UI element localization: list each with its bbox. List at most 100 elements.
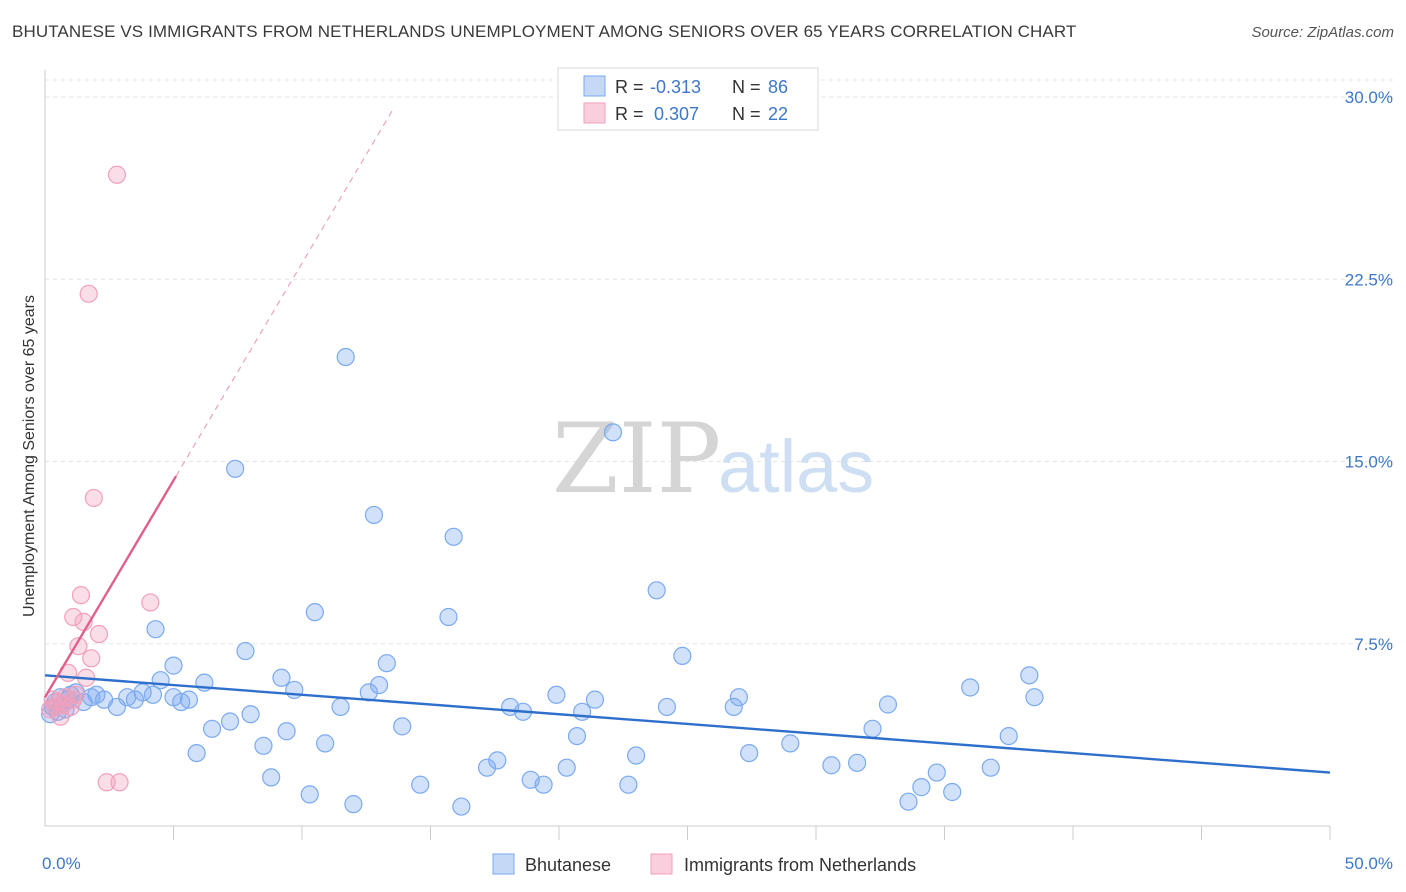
bhutanese-point bbox=[305, 603, 324, 622]
netherlands-point bbox=[97, 773, 116, 792]
bhutanese-trend-line bbox=[44, 674, 1331, 774]
bhutanese-point bbox=[164, 656, 183, 675]
legend-r-value-2: 0.307 bbox=[654, 104, 699, 124]
bhutanese-point bbox=[202, 719, 222, 738]
bhutanese-point bbox=[647, 581, 666, 600]
bhutanese-point bbox=[822, 756, 841, 775]
legend-swatch-netherlands bbox=[583, 102, 606, 124]
bhutanese-point bbox=[377, 654, 396, 673]
chart-title: BHUTANESE VS IMMIGRANTS FROM NETHERLANDS… bbox=[12, 22, 1077, 41]
y-tick-label-1: 15.0% bbox=[1345, 453, 1393, 472]
x-ticks: 0.0% 50.0% bbox=[42, 826, 1393, 873]
bhutanese-point bbox=[236, 641, 255, 661]
bhutanese-point bbox=[547, 685, 566, 704]
x-tick-label-0: 0.0% bbox=[42, 854, 81, 873]
legend-r-label-2: R = bbox=[615, 104, 644, 124]
netherlands-point bbox=[64, 690, 83, 709]
netherlands-point bbox=[66, 685, 85, 704]
netherlands-point bbox=[69, 637, 88, 656]
bhutanese-point bbox=[241, 705, 260, 724]
bhutanese-point bbox=[863, 719, 882, 738]
bhutanese-point bbox=[1020, 666, 1039, 685]
bhutanese-point bbox=[285, 680, 304, 700]
legend-n-value-1: 86 bbox=[768, 77, 788, 97]
legend-r-value-1: -0.313 bbox=[650, 77, 701, 97]
bhutanese-point bbox=[452, 797, 471, 816]
netherlands-point bbox=[82, 649, 101, 668]
bhutanese-point bbox=[981, 758, 1000, 777]
bhutanese-point bbox=[125, 690, 145, 709]
bhutanese-point bbox=[603, 423, 623, 442]
bhutanese-point bbox=[724, 697, 743, 717]
bhutanese-point bbox=[300, 785, 319, 804]
bhutanese-point bbox=[899, 792, 918, 811]
bhutanese-point bbox=[573, 702, 592, 721]
data-points bbox=[41, 165, 1044, 816]
bhutanese-point bbox=[626, 746, 646, 765]
chart-source: Source: ZipAtlas.com bbox=[1251, 24, 1394, 41]
legend-swatch-bhutanese bbox=[583, 75, 606, 97]
bhutanese-point bbox=[740, 743, 759, 763]
legend-n-label-1: N = bbox=[732, 77, 761, 97]
bhutanese-point bbox=[220, 712, 240, 731]
y-tick-label-0: 7.5% bbox=[1354, 635, 1393, 654]
watermark-zip: ZIP bbox=[552, 403, 721, 515]
bhutanese-point bbox=[272, 668, 291, 687]
netherlands-trend-line bbox=[43, 475, 178, 698]
bhutanese-point bbox=[673, 646, 692, 666]
bhutanese-point bbox=[878, 695, 898, 714]
legend-bottom: Bhutanese Immigrants from Netherlands bbox=[492, 853, 916, 875]
bhutanese-point bbox=[585, 690, 605, 709]
legend-bottom-label-bhutanese: Bhutanese bbox=[525, 855, 611, 875]
bhutanese-point bbox=[999, 726, 1018, 746]
bhutanese-point bbox=[411, 775, 430, 794]
y-tick-label-2: 22.5% bbox=[1345, 270, 1393, 289]
netherlands-point bbox=[79, 284, 98, 303]
legend-n-label-2: N = bbox=[732, 104, 761, 124]
netherlands-point bbox=[84, 488, 103, 508]
bhutanese-point bbox=[364, 505, 384, 525]
bhutanese-point bbox=[534, 775, 553, 794]
bhutanese-point bbox=[262, 768, 281, 787]
legend-r-label-1: R = bbox=[615, 77, 644, 97]
x-tick-label-1: 50.0% bbox=[1345, 854, 1393, 873]
bhutanese-point bbox=[393, 717, 412, 736]
bhutanese-point bbox=[848, 753, 867, 772]
bhutanese-point bbox=[1025, 688, 1044, 707]
bhutanese-point bbox=[657, 697, 677, 717]
bhutanese-point bbox=[370, 675, 389, 695]
watermark: ZIP atlas bbox=[552, 403, 874, 515]
gridlines bbox=[45, 79, 1395, 645]
bhutanese-point bbox=[439, 607, 458, 627]
bhutanese-point bbox=[927, 763, 946, 782]
bhutanese-point bbox=[226, 459, 245, 478]
legend-bottom-swatch-bhutanese bbox=[492, 853, 515, 875]
bhutanese-point bbox=[912, 778, 931, 797]
bhutanese-point bbox=[146, 620, 165, 639]
watermark-atlas: atlas bbox=[718, 425, 874, 508]
bhutanese-point bbox=[619, 775, 638, 794]
legend-bottom-label-netherlands: Immigrants from Netherlands bbox=[684, 855, 916, 875]
bhutanese-point bbox=[277, 722, 296, 741]
bhutanese-point bbox=[336, 347, 355, 367]
netherlands-trend-extension bbox=[175, 106, 396, 477]
netherlands-point bbox=[64, 607, 83, 627]
bhutanese-point bbox=[488, 751, 507, 770]
bhutanese-point bbox=[179, 690, 199, 709]
legend-top: R = -0.313 N = 86 R = 0.307 N = 22 bbox=[557, 67, 819, 131]
legend-n-value-2: 22 bbox=[768, 104, 788, 124]
bhutanese-point bbox=[187, 743, 206, 763]
netherlands-point bbox=[71, 586, 91, 605]
y-axis-label: Unemployment Among Seniors over 65 years bbox=[21, 295, 38, 617]
y-tick-labels: 7.5% 15.0% 22.5% 30.0% bbox=[1345, 88, 1393, 654]
bhutanese-point bbox=[254, 736, 273, 755]
bhutanese-point bbox=[557, 758, 576, 777]
netherlands-point bbox=[141, 593, 160, 612]
netherlands-point bbox=[89, 624, 109, 644]
bhutanese-point bbox=[961, 678, 980, 697]
bhutanese-point bbox=[143, 685, 163, 704]
netherlands-point bbox=[110, 773, 129, 792]
bhutanese-point bbox=[316, 734, 335, 753]
legend-bottom-swatch-netherlands bbox=[650, 853, 673, 875]
